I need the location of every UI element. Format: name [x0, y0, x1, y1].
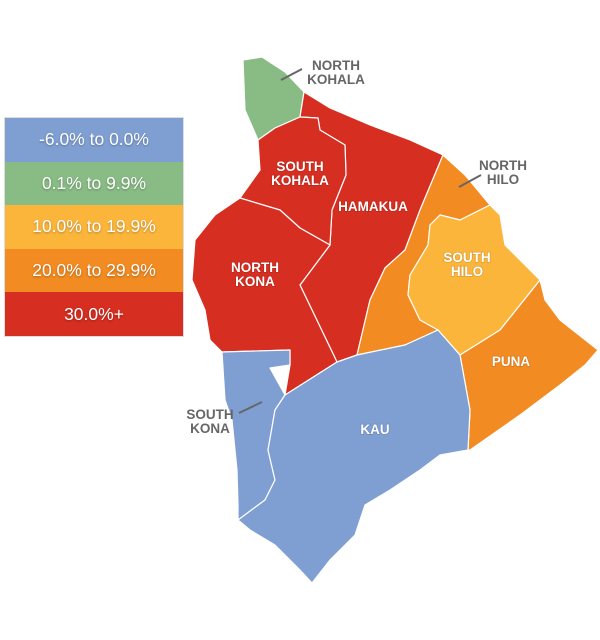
leader-line	[238, 401, 263, 414]
leader-line	[458, 174, 482, 188]
label-north-hilo: NORTH HILO	[479, 158, 527, 187]
legend-label: -6.0% to 0.0%	[39, 129, 149, 150]
legend-label: 30.0%+	[64, 303, 124, 324]
legend-item: 30.0%+	[5, 292, 183, 336]
leader-line	[280, 68, 303, 81]
legend-item: 0.1% to 9.9%	[5, 161, 183, 206]
label-north-kona: NORTH KONA	[231, 260, 279, 289]
label-south-kohala: SOUTH KOHALA	[271, 159, 329, 188]
legend-label: 10.0% to 19.9%	[32, 216, 156, 237]
label-puna: PUNA	[492, 354, 531, 369]
label-south-hilo: SOUTH HILO	[443, 250, 490, 279]
legend-item: 20.0% to 29.9%	[5, 248, 183, 293]
label-south-kona: SOUTH KONA	[186, 407, 233, 436]
legend-item: 10.0% to 19.9%	[5, 205, 183, 249]
legend: -6.0% to 0.0% 0.1% to 9.9% 10.0% to 19.9…	[4, 117, 184, 337]
label-north-kohala: NORTH KOHALA	[307, 58, 365, 87]
legend-label: 0.1% to 9.9%	[41, 172, 147, 193]
legend-item: -6.0% to 0.0%	[5, 118, 183, 162]
district-south-hilo[interactable]	[407, 204, 541, 356]
label-hamakua: HAMAKUA	[338, 199, 408, 214]
district-kau[interactable]	[237, 329, 471, 584]
legend-label: 20.0% to 29.9%	[32, 260, 156, 281]
label-kau: KAU	[360, 422, 389, 437]
